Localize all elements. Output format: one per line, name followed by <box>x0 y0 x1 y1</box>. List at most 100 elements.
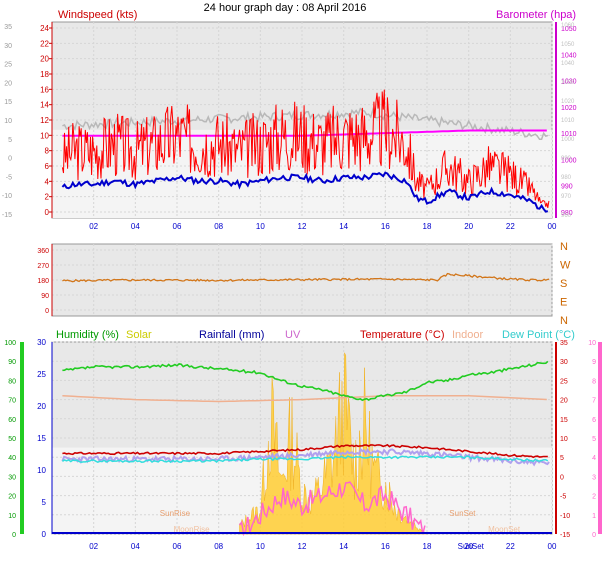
series-avg-wind-line <box>61 171 549 213</box>
x-tick-label: SunSet <box>458 542 485 551</box>
wind-tick-label: 10 <box>40 131 49 140</box>
outer-tick-label: 25 <box>4 62 12 69</box>
wind-tick-label: 18 <box>40 70 49 79</box>
compass-tick-label: N <box>560 241 568 253</box>
rain-tick-label: 5 <box>42 498 47 507</box>
x-tick-label: 00 <box>548 542 557 551</box>
baro-tick-label: 990 <box>561 184 573 191</box>
rain-tick-label: 0 <box>42 530 47 539</box>
annotation-moonrise: MoonRise <box>174 525 211 534</box>
baro-tick-label: 1000 <box>561 157 577 164</box>
series-temperature-line <box>62 443 548 459</box>
annotation-moonset: MoonSet <box>488 525 521 534</box>
baro-outer-tick-label: 960 <box>561 213 572 219</box>
uv-tick-label: 4 <box>592 455 596 462</box>
rain-tick-label: 25 <box>37 370 46 379</box>
x-tick-label: 02 <box>89 542 98 551</box>
compass-tick-label: S <box>560 278 567 290</box>
baro-outer-tick-label: 1030 <box>561 80 575 86</box>
humidity-tick-label: 20 <box>8 494 16 501</box>
baro-tick-label: 1030 <box>561 79 577 86</box>
humidity-tick-label: 10 <box>8 513 16 520</box>
wind-panel: 024681012141618202224-15-10-505101520253… <box>2 21 577 231</box>
temp-tick-label: -5 <box>560 494 566 501</box>
rain-tick-label: 20 <box>37 402 46 411</box>
baro-tick-label: 1040 <box>561 52 577 59</box>
humidity-tick-label: 60 <box>8 417 16 424</box>
legend-item: Humidity (%) <box>56 329 119 341</box>
humidity-tick-label: 40 <box>8 455 16 462</box>
legend-item: Solar <box>126 329 152 341</box>
outer-tick-label: 10 <box>4 118 12 125</box>
uv-tick-label: 0 <box>592 532 596 539</box>
x-tick-label: 02 <box>89 222 98 231</box>
baro-tick-label: 1020 <box>561 105 577 112</box>
temp-tick-label: -15 <box>560 532 570 539</box>
outer-tick-label: 20 <box>4 80 12 87</box>
wind-tick-label: 24 <box>40 24 49 33</box>
uv-tick-label: 3 <box>592 474 596 481</box>
rain-tick-label: 30 <box>37 338 46 347</box>
outer-tick-label: 30 <box>4 43 12 50</box>
wind-tick-label: 4 <box>45 177 50 186</box>
legend-item: Dew Point (°C) <box>502 329 575 341</box>
baro-tick-label: 1010 <box>561 131 577 138</box>
humidity-tick-label: 100 <box>4 340 16 347</box>
uv-tick-label: 8 <box>592 378 596 385</box>
series-direction-line <box>62 272 550 283</box>
series-gray-line <box>62 107 549 140</box>
humidity-axis-bar <box>20 342 24 534</box>
outer-tick-label: 5 <box>8 137 12 144</box>
direction-tick-label: 90 <box>41 293 49 300</box>
temp-tick-label: 35 <box>560 340 568 347</box>
x-tick-label: 18 <box>423 542 432 551</box>
outer-tick-label: 0 <box>8 156 12 163</box>
temp-tick-label: 30 <box>560 359 568 366</box>
wind-tick-label: 20 <box>40 55 49 64</box>
x-tick-label: 22 <box>506 222 515 231</box>
outer-tick-label: 15 <box>4 99 12 106</box>
wind-axis-title: Windspeed (kts) <box>58 9 137 21</box>
page-title: 24 hour graph day : 08 April 2016 <box>204 2 367 14</box>
uv-tick-label: 9 <box>592 359 596 366</box>
x-tick-label: 16 <box>381 222 390 231</box>
uv-tick-label: 1 <box>592 513 596 520</box>
outer-tick-label: -15 <box>2 212 12 219</box>
wind-tick-label: 16 <box>40 85 49 94</box>
outer-tick-label: 35 <box>4 24 12 31</box>
humidity-tick-label: 70 <box>8 398 16 405</box>
temp-tick-label: 5 <box>560 455 564 462</box>
baro-tick-label: 980 <box>561 210 573 217</box>
uv-tick-label: 6 <box>592 417 596 424</box>
rain-tick-label: 15 <box>37 434 46 443</box>
humidity-tick-label: 80 <box>8 378 16 385</box>
legend-item: UV <box>285 329 301 341</box>
series-indoor-line <box>62 395 547 403</box>
humidity-tick-label: 90 <box>8 359 16 366</box>
annotation-sunrise: SunRise <box>160 509 191 518</box>
baro-outer-tick-label: 1020 <box>561 99 575 105</box>
baro-outer-tick-label: 980 <box>561 175 572 181</box>
temp-tick-label: 15 <box>560 417 568 424</box>
x-tick-label: 08 <box>214 542 223 551</box>
x-tick-label: 14 <box>339 222 348 231</box>
direction-tick-label: 270 <box>37 263 49 270</box>
x-tick-label: 12 <box>298 542 307 551</box>
series-dewpoint-line <box>62 455 549 464</box>
x-tick-label: 14 <box>339 542 348 551</box>
compass-tick-label: N <box>560 315 568 327</box>
x-tick-label: 10 <box>256 542 265 551</box>
temp-tick-label: 25 <box>560 378 568 385</box>
wind-tick-label: 22 <box>40 39 49 48</box>
uv-tick-label: 7 <box>592 398 596 405</box>
wind-tick-label: 12 <box>40 116 49 125</box>
baro-tick-label: 1050 <box>561 26 577 33</box>
uv-axis-bar <box>598 342 602 534</box>
x-tick-label: 12 <box>298 222 307 231</box>
compass-tick-label: E <box>560 297 567 309</box>
baro-outer-tick-label: 1010 <box>561 118 575 124</box>
x-tick-label: 18 <box>423 222 432 231</box>
